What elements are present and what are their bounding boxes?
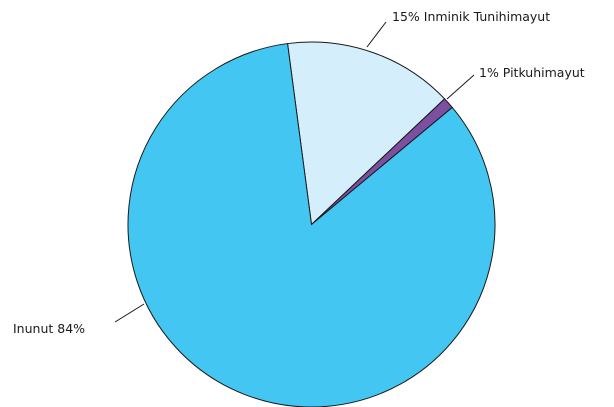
leader-line-inminik-tunihimayut [366, 21, 387, 48]
slice-label-inminik-tunihimayut: 15% Inminik Tunihimayut [392, 9, 550, 24]
pie-slices [127, 41, 496, 407]
pie-slice-inunut [127, 42, 496, 407]
slice-label-inunut: Inunut 84% [13, 321, 85, 336]
leader-line-inunut [114, 303, 145, 323]
pie-slice-inminik-tunihimayut [286, 41, 446, 226]
leader-line-pitkuhimayut [446, 74, 475, 100]
slice-label-pitkuhimayut: 1% Pitkuhimayut [479, 65, 585, 80]
